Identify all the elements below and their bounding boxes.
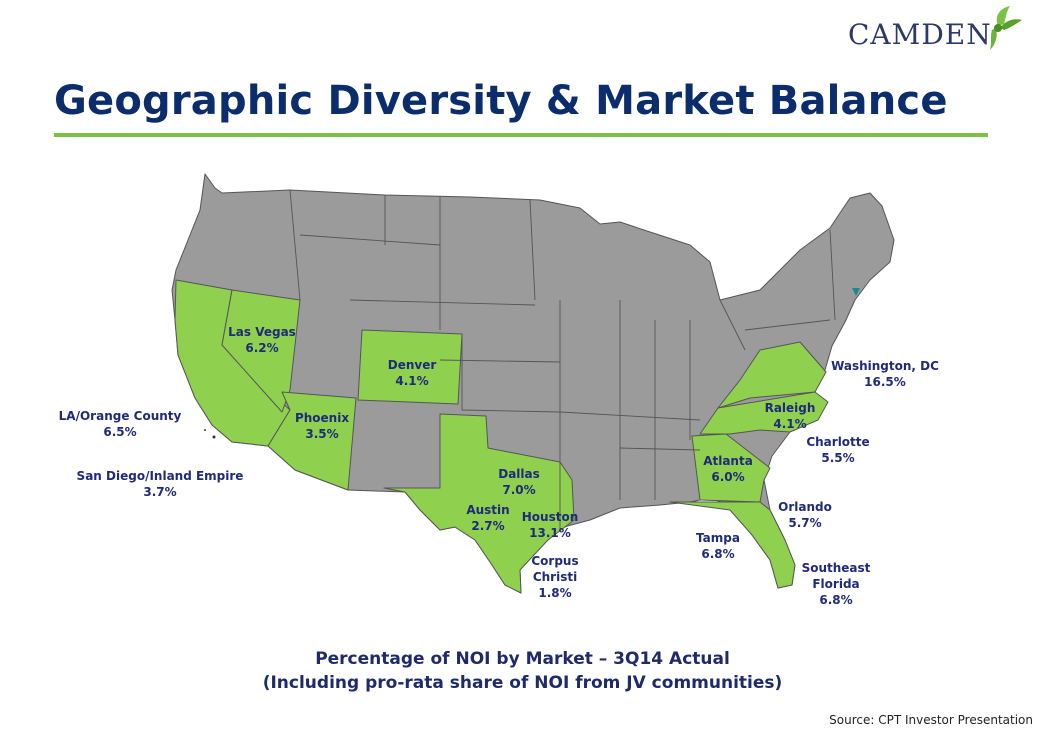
caption-line-1: Percentage of NOI by Market – 3Q14 Actua… <box>315 649 730 669</box>
colorado-state <box>357 329 463 405</box>
market-label-tampa: Tampa 6.8% <box>696 531 740 561</box>
title-divider <box>54 133 988 137</box>
market-label-phoenix: Phoenix 3.5% <box>294 411 350 441</box>
market-label-charlotte: Charlotte 5.5% <box>806 435 870 465</box>
north-carolina-state <box>699 391 829 435</box>
logo-text: CAMDEN <box>848 18 992 51</box>
dc-marker <box>852 288 860 296</box>
market-label-austin: Austin 2.7% <box>466 503 510 533</box>
market-label-san-diego: San Diego/Inland Empire 3.7% <box>76 469 244 499</box>
camden-logo: CAMDEN <box>848 6 1028 54</box>
source-note: Source: CPT Investor Presentation <box>829 713 1033 727</box>
page-title: Geographic Diversity & Market Balance <box>54 78 948 124</box>
market-label-atlanta: Atlanta 6.0% <box>703 454 753 484</box>
market-label-washington-dc: Washington, DC 16.5% <box>831 359 939 389</box>
market-label-houston: Houston 13.1% <box>521 510 579 540</box>
caption-line-2: (Including pro-rata share of NOI from JV… <box>262 673 783 693</box>
market-label-orlando: Orlando 5.7% <box>778 500 832 530</box>
virginia-state <box>717 341 827 409</box>
market-label-denver: Denver 4.1% <box>387 358 437 388</box>
georgia-state <box>691 433 771 503</box>
market-label-las-vegas: Las Vegas 6.2% <box>228 325 296 355</box>
market-label-dallas: Dallas 7.0% <box>498 467 540 497</box>
arizona-state <box>267 391 357 491</box>
market-label-raleigh: Raleigh 4.1% <box>764 401 816 431</box>
market-label-southeast-florida: Southeast Florida 6.8% <box>801 561 871 607</box>
market-label-corpus-christi: Corpus Christi 1.8% <box>531 554 579 600</box>
florida-state <box>669 501 796 589</box>
hummingbird-icon <box>990 6 1022 50</box>
market-label-la-orange-county: LA/Orange County 6.5% <box>58 409 182 439</box>
